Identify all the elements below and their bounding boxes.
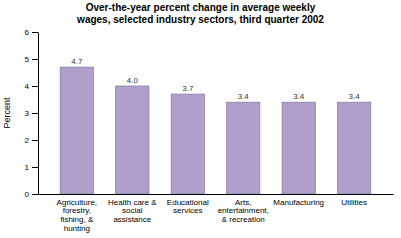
y-tick-label: 0 xyxy=(25,190,30,199)
bar xyxy=(116,86,149,194)
data-label: 4.0 xyxy=(127,76,139,85)
title-line: Over-the-year percent change in average … xyxy=(86,2,316,13)
y-tick-mark xyxy=(32,167,38,168)
x-tick: Manufacturing xyxy=(273,198,324,207)
bar xyxy=(282,102,315,194)
y-tick: 5 xyxy=(25,55,38,64)
x-tick-label: Manufacturing xyxy=(273,198,324,207)
x-tick-label: Health care &socialassistance xyxy=(108,198,157,225)
y-tick: 6 xyxy=(25,28,38,37)
data-label: 4.7 xyxy=(71,57,83,66)
x-tick-label-line: Health care & xyxy=(108,198,157,207)
x-tick-label: Utilities xyxy=(341,198,367,207)
x-tick-label-line: assistance xyxy=(113,215,151,224)
data-label: 3.4 xyxy=(238,92,250,101)
x-tick-label-line: entertainment, xyxy=(218,206,269,215)
chart: Over-the-year percent change in average … xyxy=(0,0,401,238)
y-tick: 1 xyxy=(25,163,38,172)
x-tick: Health care &socialassistance xyxy=(108,198,157,225)
x-axis: Agriculture,forestry,fishing, &hunting He… xyxy=(39,195,394,234)
x-tick-label: Arts,entertainment,& recreation xyxy=(218,198,269,225)
y-tick-label: 2 xyxy=(25,136,30,145)
x-tick-label: Educationalservices xyxy=(167,198,209,216)
y-tick-mark xyxy=(32,113,38,114)
title: Over-the-year percent change in average … xyxy=(76,2,324,25)
x-tick: Agriculture,forestry,fishing, &hunting xyxy=(57,198,97,233)
x-tick-label-line: & recreation xyxy=(222,215,265,224)
y-tick-mark xyxy=(32,140,38,141)
x-tick-label-line: Utilities xyxy=(341,198,367,207)
bar xyxy=(171,94,204,194)
x-tick: Educationalservices xyxy=(167,198,209,216)
x-tick-label-line: Educational xyxy=(167,198,209,207)
x-tick-label-line: fishing, & xyxy=(60,215,94,224)
bar xyxy=(227,102,260,194)
x-tick-label-line: Manufacturing xyxy=(273,198,324,207)
data-label: 3.4 xyxy=(349,92,361,101)
x-tick: Arts,entertainment,& recreation xyxy=(218,198,269,225)
x-tick-label-line: Arts, xyxy=(235,198,251,207)
bars xyxy=(60,67,371,194)
x-tick-label-line: Agriculture, xyxy=(57,198,97,207)
x-tick-label-line: forestry, xyxy=(63,206,91,215)
y-tick-mark xyxy=(32,194,38,195)
y-tick: 4 xyxy=(25,82,38,91)
x-tick-label-line: hunting xyxy=(64,224,90,233)
y-tick: 3 xyxy=(25,109,38,118)
y-axis: 0 1 2 3 4 5 6 xyxy=(25,28,39,199)
y-tick-label: 1 xyxy=(25,163,30,172)
x-tick-label-line: social xyxy=(122,206,143,215)
y-tick-label: 5 xyxy=(25,55,30,64)
y-tick-mark xyxy=(32,59,38,60)
bar xyxy=(60,67,93,194)
y-axis-line xyxy=(38,33,39,195)
x-tick-label-line: services xyxy=(173,206,202,215)
x-axis-line xyxy=(39,194,394,195)
data-label: 3.4 xyxy=(293,92,305,101)
bar xyxy=(338,102,371,194)
y-tick: 2 xyxy=(25,136,38,145)
y-axis-title: Percent xyxy=(2,97,12,129)
x-tick-label: Agriculture,forestry,fishing, &hunting xyxy=(57,198,97,233)
data-label: 3.7 xyxy=(182,84,194,93)
y-tick-label: 6 xyxy=(25,28,30,37)
y-tick-mark xyxy=(32,86,38,87)
y-tick: 0 xyxy=(25,190,38,199)
data-labels: 4.7 4.0 3.7 3.4 3.4 3.4 xyxy=(71,57,360,101)
y-tick-mark xyxy=(32,32,38,33)
plot: 0 1 2 3 4 5 6 Agriculture,forestry,fishing, &hu… xyxy=(25,28,394,233)
y-tick-label: 3 xyxy=(25,109,30,118)
x-tick: Utilities xyxy=(341,198,367,207)
title-line: wages, selected industry sectors, third … xyxy=(76,14,324,25)
y-tick-label: 4 xyxy=(25,82,30,91)
